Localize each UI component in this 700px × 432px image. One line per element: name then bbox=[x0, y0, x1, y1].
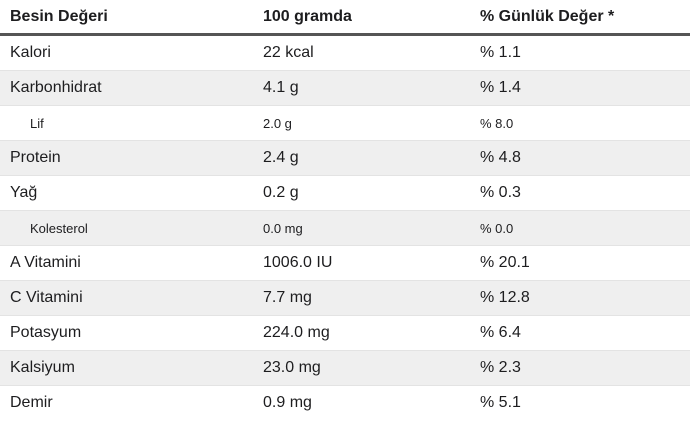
table-cell: 7.7 mg bbox=[263, 280, 480, 316]
table-row: Kalsiyum 23.0 mg% 2.3 bbox=[0, 350, 690, 386]
table-cell: Protein bbox=[0, 140, 263, 176]
table-cell: 0.0 mg bbox=[263, 210, 480, 246]
table-cell: % 4.8 bbox=[480, 140, 690, 176]
table-cell: % 8.0 bbox=[480, 105, 690, 141]
table-cell: % 5.1 bbox=[480, 394, 521, 411]
table-cell: Kalori bbox=[0, 34, 263, 71]
table-cell: 4.1 g bbox=[263, 70, 480, 106]
table-cell: Kalsiyum bbox=[0, 350, 263, 386]
table-cell: C Vitamini bbox=[0, 280, 263, 316]
table-row: Lif 2.0 g% 8.0 bbox=[0, 105, 690, 141]
table-cell: 22 kcal bbox=[263, 34, 480, 71]
table-row: Protein 2.4 g% 4.8 bbox=[0, 140, 690, 176]
table-row: Karbonhidrat 4.1 g% 1.4 bbox=[0, 70, 690, 106]
table-cell: 0.9 mg bbox=[263, 394, 312, 411]
table-cell: Demir bbox=[10, 394, 53, 411]
nutrition-table: Besin Değeri 100 gramda% Günlük Değer * K… bbox=[0, 0, 690, 421]
table-cell: % 0.3 bbox=[480, 175, 690, 211]
table-cell: A Vitamini bbox=[0, 245, 263, 281]
table-cell: % 0.0 bbox=[480, 210, 690, 246]
table-cell: 23.0 mg bbox=[263, 350, 480, 386]
table-cell: Potasyum bbox=[0, 315, 263, 351]
table-cell: % 1.4 bbox=[480, 70, 690, 106]
table-cell: 2.4 g bbox=[263, 140, 480, 176]
table-header: Besin Değeri 100 gramda% Günlük Değer * bbox=[0, 0, 690, 36]
table-cell: % 20.1 bbox=[480, 245, 690, 281]
table-row: Yağ 0.2 g% 0.3 bbox=[0, 175, 690, 211]
table-cell: Kolesterol bbox=[0, 210, 263, 246]
table-cell: % 2.3 bbox=[480, 350, 690, 386]
table-row: Demir 0.9 mg % 5.1 bbox=[0, 386, 690, 421]
table-body: Kalori 22 kcal% 1.1 Karbonhidrat 4.1 g% 1.4… bbox=[0, 34, 690, 421]
table-cell: % 6.4 bbox=[480, 315, 690, 351]
table-cell: Karbonhidrat bbox=[0, 70, 263, 106]
table-cell: % 1.1 bbox=[480, 34, 690, 71]
table-cell: Yağ bbox=[0, 175, 263, 211]
table-row: Kolesterol 0.0 mg% 0.0 bbox=[0, 210, 690, 246]
table-row: Potasyum 224.0 mg% 6.4 bbox=[0, 315, 690, 351]
table-cell: 0.2 g bbox=[263, 175, 480, 211]
table-row: A Vitamini 1006.0 IU% 20.1 bbox=[0, 245, 690, 281]
table-cell: 2.0 g bbox=[263, 105, 480, 141]
table-cell: % 12.8 bbox=[480, 280, 690, 316]
table-row: Kalori 22 kcal% 1.1 bbox=[0, 34, 690, 71]
header-cell: 100 gramda bbox=[263, 0, 480, 36]
table-cell: Lif bbox=[0, 105, 263, 141]
table-row: C Vitamini 7.7 mg% 12.8 bbox=[0, 280, 690, 316]
table-cell: 224.0 mg bbox=[263, 315, 480, 351]
table-cell: 1006.0 IU bbox=[263, 245, 480, 281]
header-cell: Besin Değeri bbox=[0, 0, 263, 36]
header-cell: % Günlük Değer * bbox=[480, 0, 690, 36]
header-row: Besin Değeri 100 gramda% Günlük Değer * bbox=[0, 0, 690, 36]
